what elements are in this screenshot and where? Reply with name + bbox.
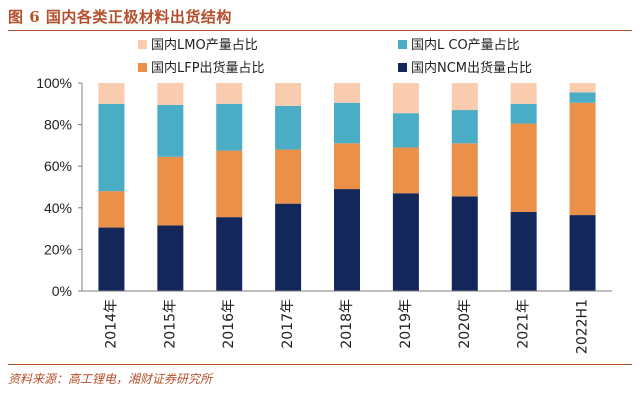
y-tick-label: 20% <box>44 241 72 257</box>
x-tick-label: 2016年 <box>221 299 237 349</box>
bar-segment <box>98 191 125 228</box>
bar-segment <box>98 103 125 192</box>
bar-segment <box>216 83 243 104</box>
y-tick-label: 40% <box>44 200 72 216</box>
bar-segment <box>157 156 184 226</box>
legend-swatch <box>138 40 147 49</box>
bar-segment <box>451 83 478 111</box>
bar-segment <box>451 143 478 197</box>
legend-label: 国内NCM出货量占比 <box>411 60 532 76</box>
bar-segment <box>334 143 360 190</box>
bar-segment <box>334 189 360 291</box>
bar-segment <box>334 83 360 103</box>
bar-segment <box>275 105 302 150</box>
bar-segment <box>275 83 302 106</box>
title-divider <box>8 30 632 31</box>
bar-segment <box>510 211 537 291</box>
bar-segment <box>334 102 360 144</box>
bar-segment <box>157 225 184 291</box>
x-axis: 2014年 2015年 2016年 2017年 2018年 2019年 2020年 2021年… <box>82 290 612 354</box>
legend-swatch <box>398 63 407 72</box>
source-divider <box>8 364 632 365</box>
bar-segment <box>98 227 125 291</box>
bar-segment <box>569 83 596 93</box>
x-tick-label: 2018年 <box>339 299 355 349</box>
y-tick-label: 0% <box>52 283 72 299</box>
y-tick-label: 100% <box>36 75 72 91</box>
x-tick-label: 2015年 <box>162 299 178 349</box>
bar-stacks <box>98 83 596 291</box>
chart-title: 图 6 国内各类正极材料出货结构 <box>8 8 232 26</box>
bar-segment <box>392 147 419 194</box>
bar-segment <box>275 149 302 204</box>
x-tick-label: 2017年 <box>280 299 296 349</box>
bar-segment <box>216 103 243 151</box>
bar-segment <box>157 83 184 105</box>
bar-segment <box>451 110 478 144</box>
bar-segment <box>569 92 596 103</box>
bar-segment <box>392 113 419 148</box>
bar-segment <box>510 103 537 124</box>
bar-segment <box>216 150 243 218</box>
source-note: 资料来源：高工锂电，湘财证券研究所 <box>8 372 213 386</box>
y-tick-label: 80% <box>44 117 72 133</box>
y-axis: 0% 20% 40% 60% 80% 100% <box>36 75 83 299</box>
x-tick-label: 2019年 <box>398 299 414 349</box>
x-tick-label: 2021年 <box>516 299 532 349</box>
bar-segment <box>510 123 537 212</box>
legend-swatch <box>398 40 407 49</box>
bar-segment <box>275 203 302 291</box>
bar-segment <box>510 83 537 104</box>
legend-label: 国内LFP出货量占比 <box>151 60 265 76</box>
legend-label: 国内L CO产量占比 <box>411 37 520 53</box>
bar-segment <box>216 217 243 291</box>
y-tick-label: 60% <box>44 158 72 174</box>
legend-swatch <box>138 63 147 72</box>
x-tick-label: 2014年 <box>103 299 119 349</box>
bar-segment <box>569 215 596 291</box>
bar-segment <box>98 83 125 104</box>
bar-segment <box>392 193 419 291</box>
bar-segment <box>392 83 419 114</box>
bar-segment <box>157 104 184 157</box>
legend-label: 国内LMO产量占比 <box>151 37 258 53</box>
x-tick-label: 2022H1 <box>575 299 591 354</box>
bar-segment <box>451 196 478 291</box>
bar-segment <box>569 102 596 216</box>
x-tick-label: 2020年 <box>457 299 473 349</box>
